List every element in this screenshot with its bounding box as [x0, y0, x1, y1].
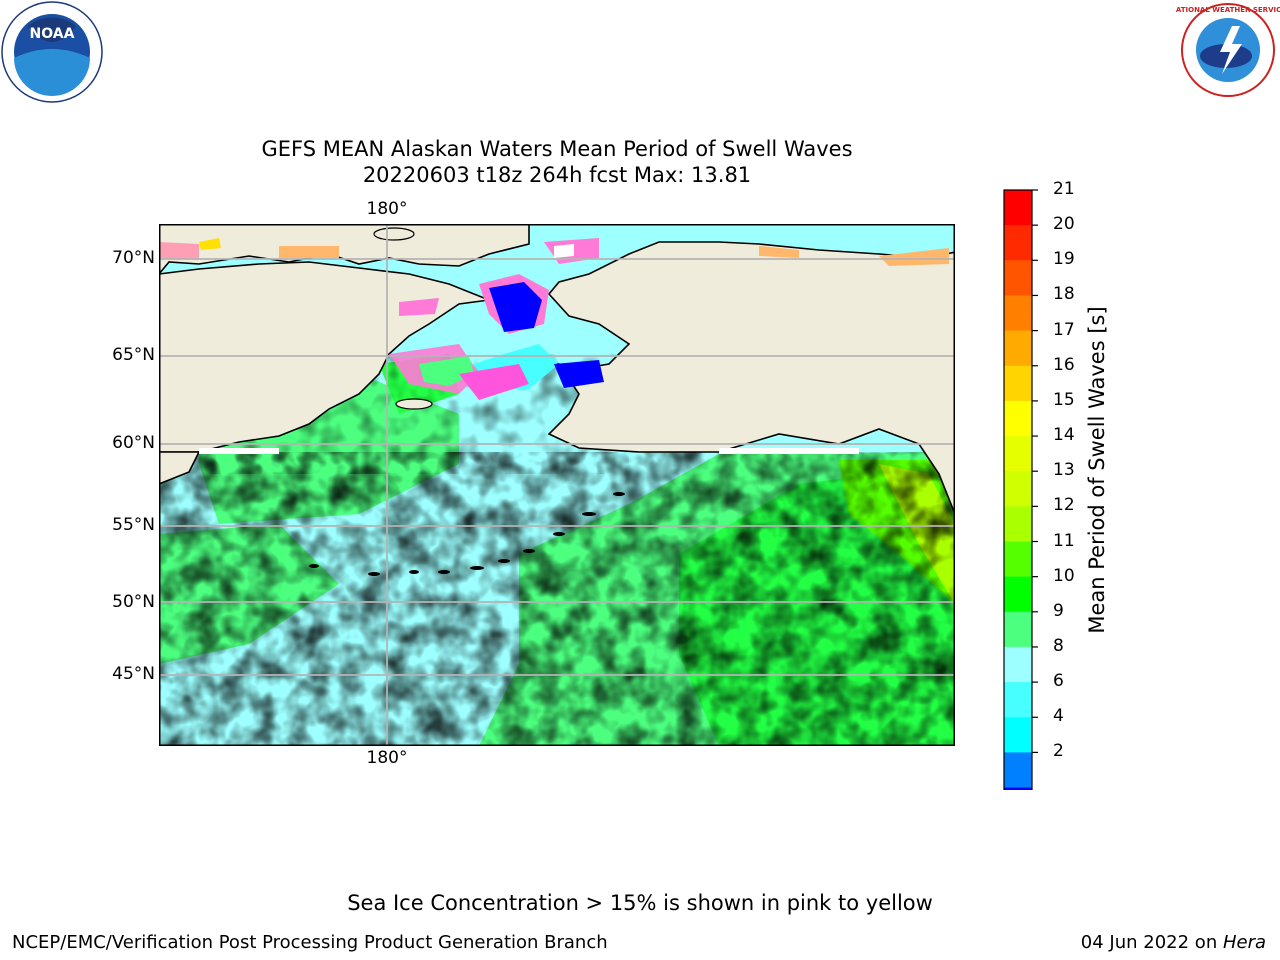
colorbar-title: Mean Period of Swell Waves [s] [1085, 306, 1109, 634]
colorbar-segment [1004, 682, 1032, 718]
colorbar-segment [1004, 436, 1032, 472]
nws-logo-text: NATIONAL WEATHER SERVICE [1176, 6, 1280, 14]
colorbar-tick-label: 20 [1053, 214, 1075, 235]
colorbar-tick-label: 16 [1053, 354, 1075, 375]
lat-label-60: 60°N [112, 433, 155, 453]
lat-label-55: 55°N [112, 515, 155, 535]
colorbar-tick-label: 10 [1053, 565, 1075, 586]
title-line-2: 20220603 t18z 264h fcst Max: 13.81 [362, 163, 752, 187]
colorbar [995, 180, 1047, 853]
colorbar-segment [1004, 190, 1032, 226]
colorbar-tick-label: 21 [1053, 179, 1075, 199]
land-kamchatka [159, 451, 201, 485]
colorbar-segment [1004, 400, 1032, 437]
colorbar-tick-label: 2 [1053, 741, 1064, 762]
no-data-strip-east [719, 448, 859, 454]
colorbar-segment [1004, 541, 1032, 578]
colorbar-tick-label: 18 [1053, 284, 1075, 305]
colorbar-tick-label: 17 [1053, 319, 1075, 340]
colorbar-segment [1004, 330, 1032, 367]
lat-label-65: 65°N [112, 345, 155, 365]
colorbar-tick-label: 6 [1053, 671, 1064, 692]
island-st-lawrence [395, 398, 433, 410]
colorbar-segment [1004, 576, 1032, 613]
colorbar-segment [1004, 717, 1032, 753]
colorbar-tick-label: 19 [1053, 249, 1075, 270]
colorbar-segment [1004, 646, 1032, 683]
island-wrangel [373, 227, 415, 241]
noaa-logo: NOAA [0, 0, 106, 110]
colorbar-segment [1004, 260, 1032, 296]
colorbar-segment [1004, 506, 1032, 542]
sea-ice-note: Sea Ice Concentration > 15% is shown in … [347, 891, 933, 915]
footer-right: 04 Jun 2022 on Hera [1081, 932, 1266, 953]
lat-label-70: 70°N [112, 248, 155, 268]
lat-label-45: 45°N [112, 664, 155, 684]
colorbar-segment [1004, 471, 1032, 507]
colorbar-tick-label: 12 [1053, 495, 1075, 516]
colorbar-tick-label: 13 [1053, 460, 1075, 481]
map-svg [159, 224, 955, 746]
lat-label-50: 50°N [112, 592, 155, 612]
land-siberia-north [159, 224, 530, 276]
colorbar-segment [1004, 611, 1032, 648]
lon-label-bottom: 180° [366, 748, 408, 768]
colorbar-segment [1004, 295, 1032, 332]
aleutian-islands [309, 492, 625, 576]
colorbar-svg [1003, 189, 1038, 853]
nws-logo: NATIONAL WEATHER SERVICE [1170, 0, 1280, 104]
swell-texture-2 [159, 452, 955, 746]
lon-label-top: 180° [366, 199, 408, 219]
colorbar-tick-label: 9 [1053, 600, 1064, 621]
colorbar-tick-label: 15 [1053, 389, 1075, 410]
map-frame [159, 224, 955, 746]
colorbar-segment [1004, 752, 1032, 789]
colorbar-tick-label: 11 [1053, 530, 1075, 551]
land-alaska [159, 224, 955, 515]
title-line-1: GEFS MEAN Alaskan Waters Mean Period of … [261, 137, 853, 161]
colorbar-segment [1004, 365, 1032, 402]
graticule [159, 224, 955, 746]
noaa-logo-text: NOAA [30, 26, 75, 42]
colorbar-tick-label: 14 [1053, 425, 1075, 446]
footer-host: Hera [1222, 932, 1266, 953]
footer-date: 04 Jun 2022 on [1080, 932, 1223, 953]
colorbar-segment [1004, 225, 1032, 261]
no-data-strip-west [199, 448, 279, 454]
colorbar-tick-label: 4 [1053, 706, 1064, 727]
map-panel [159, 224, 955, 750]
footer-left: NCEP/EMC/Verification Post Processing Pr… [12, 932, 608, 953]
colorbar-tick-label: 8 [1053, 635, 1064, 656]
colorbar-segment [1004, 787, 1032, 824]
